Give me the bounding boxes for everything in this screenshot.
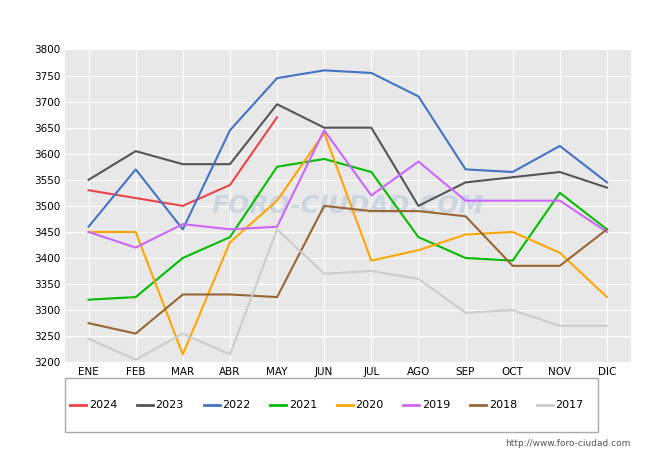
Text: 2018: 2018 [489, 400, 517, 410]
Text: 2022: 2022 [222, 400, 251, 410]
Text: http://www.foro-ciudad.com: http://www.foro-ciudad.com [505, 439, 630, 448]
Text: 2020: 2020 [356, 400, 383, 410]
Text: FORO-CIUDAD.COM: FORO-CIUDAD.COM [211, 194, 484, 218]
Text: Afiliados en Villamartín a 31/5/2024: Afiliados en Villamartín a 31/5/2024 [163, 14, 487, 33]
Text: 2024: 2024 [89, 400, 118, 410]
Text: 2021: 2021 [289, 400, 317, 410]
Text: 2017: 2017 [555, 400, 584, 410]
Text: 2019: 2019 [422, 400, 450, 410]
Text: 2023: 2023 [155, 400, 184, 410]
